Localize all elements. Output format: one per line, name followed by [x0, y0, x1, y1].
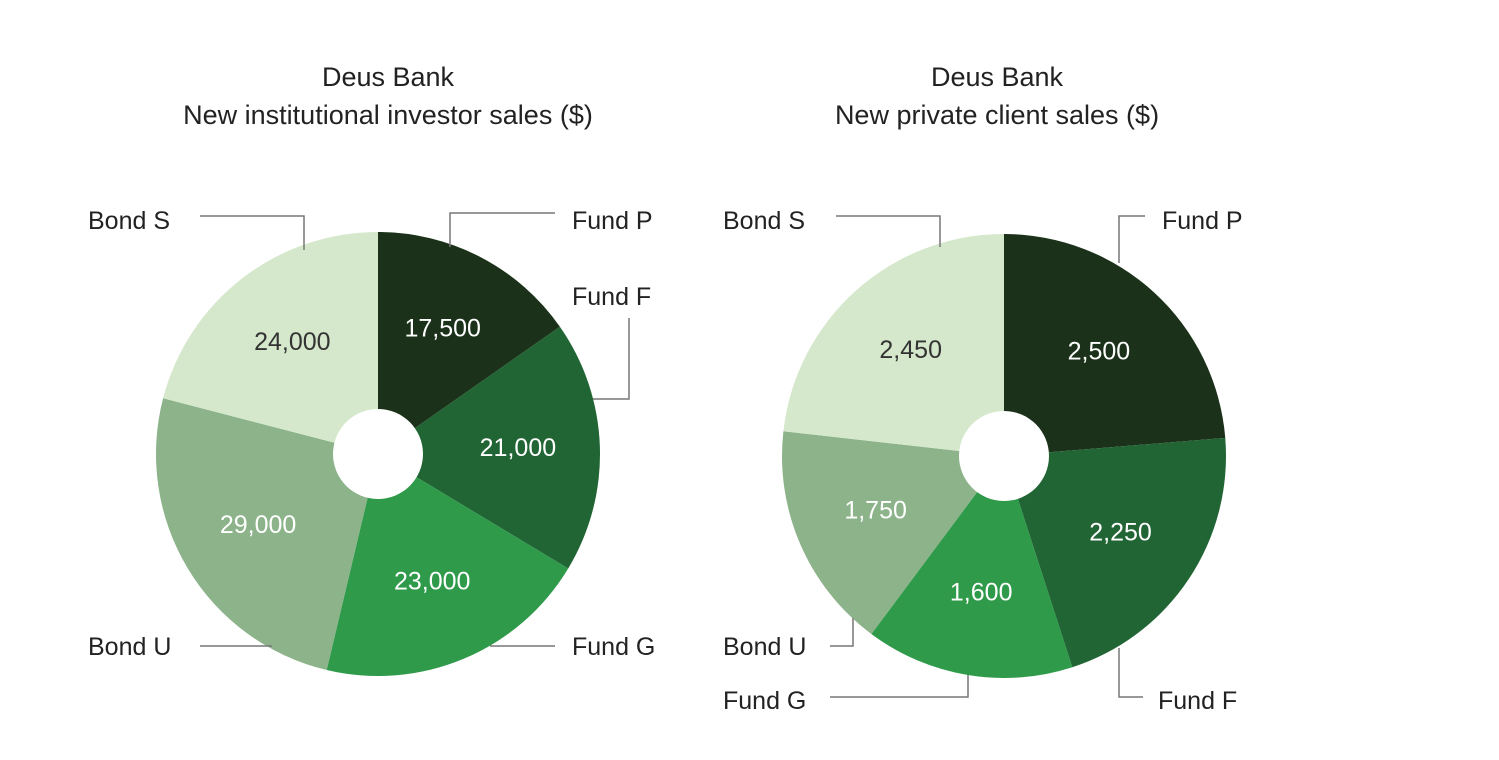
chart-2-category-label-fund-f: Fund F	[1158, 687, 1237, 715]
chart-1-leader-line-bond-s	[200, 215, 305, 250]
chart-2-heading: Deus Bank New private client sales ($)	[647, 58, 1347, 134]
chart-1-slice-bond-s	[163, 232, 378, 454]
chart-1-center-hole	[333, 409, 423, 499]
chart-1-category-label-fund-f: Fund F	[572, 283, 651, 311]
chart-2-slice-fund-p	[1004, 234, 1226, 456]
chart-2-value-label-fund-g: 1,600	[950, 579, 1013, 607]
chart-2-slice-bond-s	[783, 234, 1004, 456]
chart-1-value-label-fund-g: 23,000	[394, 568, 470, 596]
chart-2-category-label-fund-g: Fund G	[723, 687, 806, 715]
chart-2-value-label-fund-f: 2,250	[1089, 518, 1152, 546]
chart-1-category-label-bond-u: Bond U	[88, 633, 171, 661]
chart-2-slice-bond-u	[781, 431, 1004, 635]
chart-2-value-label-bond-u: 1,750	[844, 496, 907, 524]
chart-2-center-hole	[959, 411, 1049, 501]
chart-2-value-label-fund-p: 2,500	[1068, 338, 1131, 366]
chart-1-heading: Deus Bank New institutional investor sal…	[38, 58, 738, 134]
chart-2-leader-line-fund-p	[1118, 215, 1145, 263]
chart-2-category-label-bond-u: Bond U	[723, 633, 806, 661]
chart-2-value-label-bond-s: 2,450	[879, 336, 942, 364]
chart-2-slice-fund-g	[871, 456, 1073, 679]
chart-2-leader-line-fund-g	[830, 675, 969, 698]
chart-1-title: Deus Bank	[321, 62, 455, 92]
chart-1-slice-fund-p	[378, 232, 560, 454]
chart-2-slice-fund-f	[1004, 437, 1227, 668]
chart-1-category-label-bond-s: Bond S	[88, 207, 170, 235]
chart-2-subtitle: New private client sales ($)	[834, 100, 1160, 130]
chart-1-slice-fund-f	[378, 326, 601, 569]
chart-1-slice-fund-g	[326, 454, 569, 677]
chart-1-slice-bond-u	[155, 398, 378, 670]
chart-1-category-label-fund-g: Fund G	[572, 633, 655, 661]
chart-1-leader-line-fund-p	[449, 212, 555, 247]
chart-2-category-label-bond-s: Bond S	[723, 207, 805, 235]
chart-2-leader-line-bond-u	[830, 618, 854, 647]
chart-2-title: Deus Bank	[930, 62, 1064, 92]
chart-1-category-label-fund-p: Fund P	[572, 207, 653, 235]
chart-1-value-label-bond-s: 24,000	[254, 328, 330, 356]
chart-1-value-label-fund-p: 17,500	[404, 314, 480, 342]
chart-1-value-label-fund-f: 21,000	[480, 434, 556, 462]
chart-1-leader-line-fund-f	[593, 318, 630, 400]
chart-1-value-label-bond-u: 29,000	[220, 511, 296, 539]
chart-2-leader-line-fund-f	[1118, 648, 1143, 698]
chart-2-category-label-fund-p: Fund P	[1162, 207, 1243, 235]
chart-1-subtitle: New institutional investor sales ($)	[183, 100, 593, 130]
chart-2-leader-line-bond-s	[836, 215, 941, 247]
